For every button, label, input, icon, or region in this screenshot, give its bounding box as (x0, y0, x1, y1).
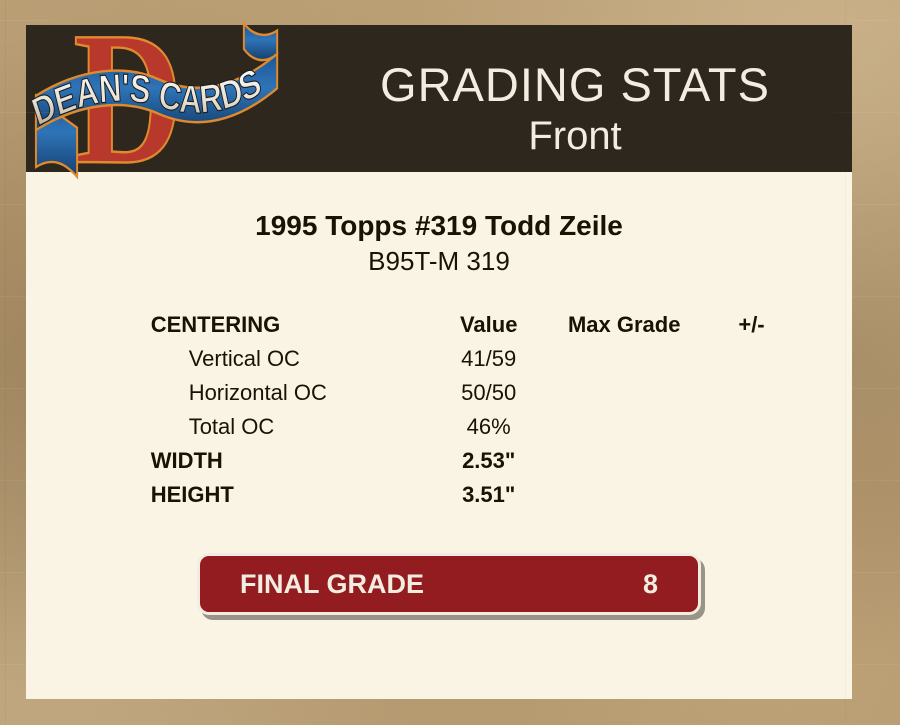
svg-text:D: D (73, 17, 183, 183)
